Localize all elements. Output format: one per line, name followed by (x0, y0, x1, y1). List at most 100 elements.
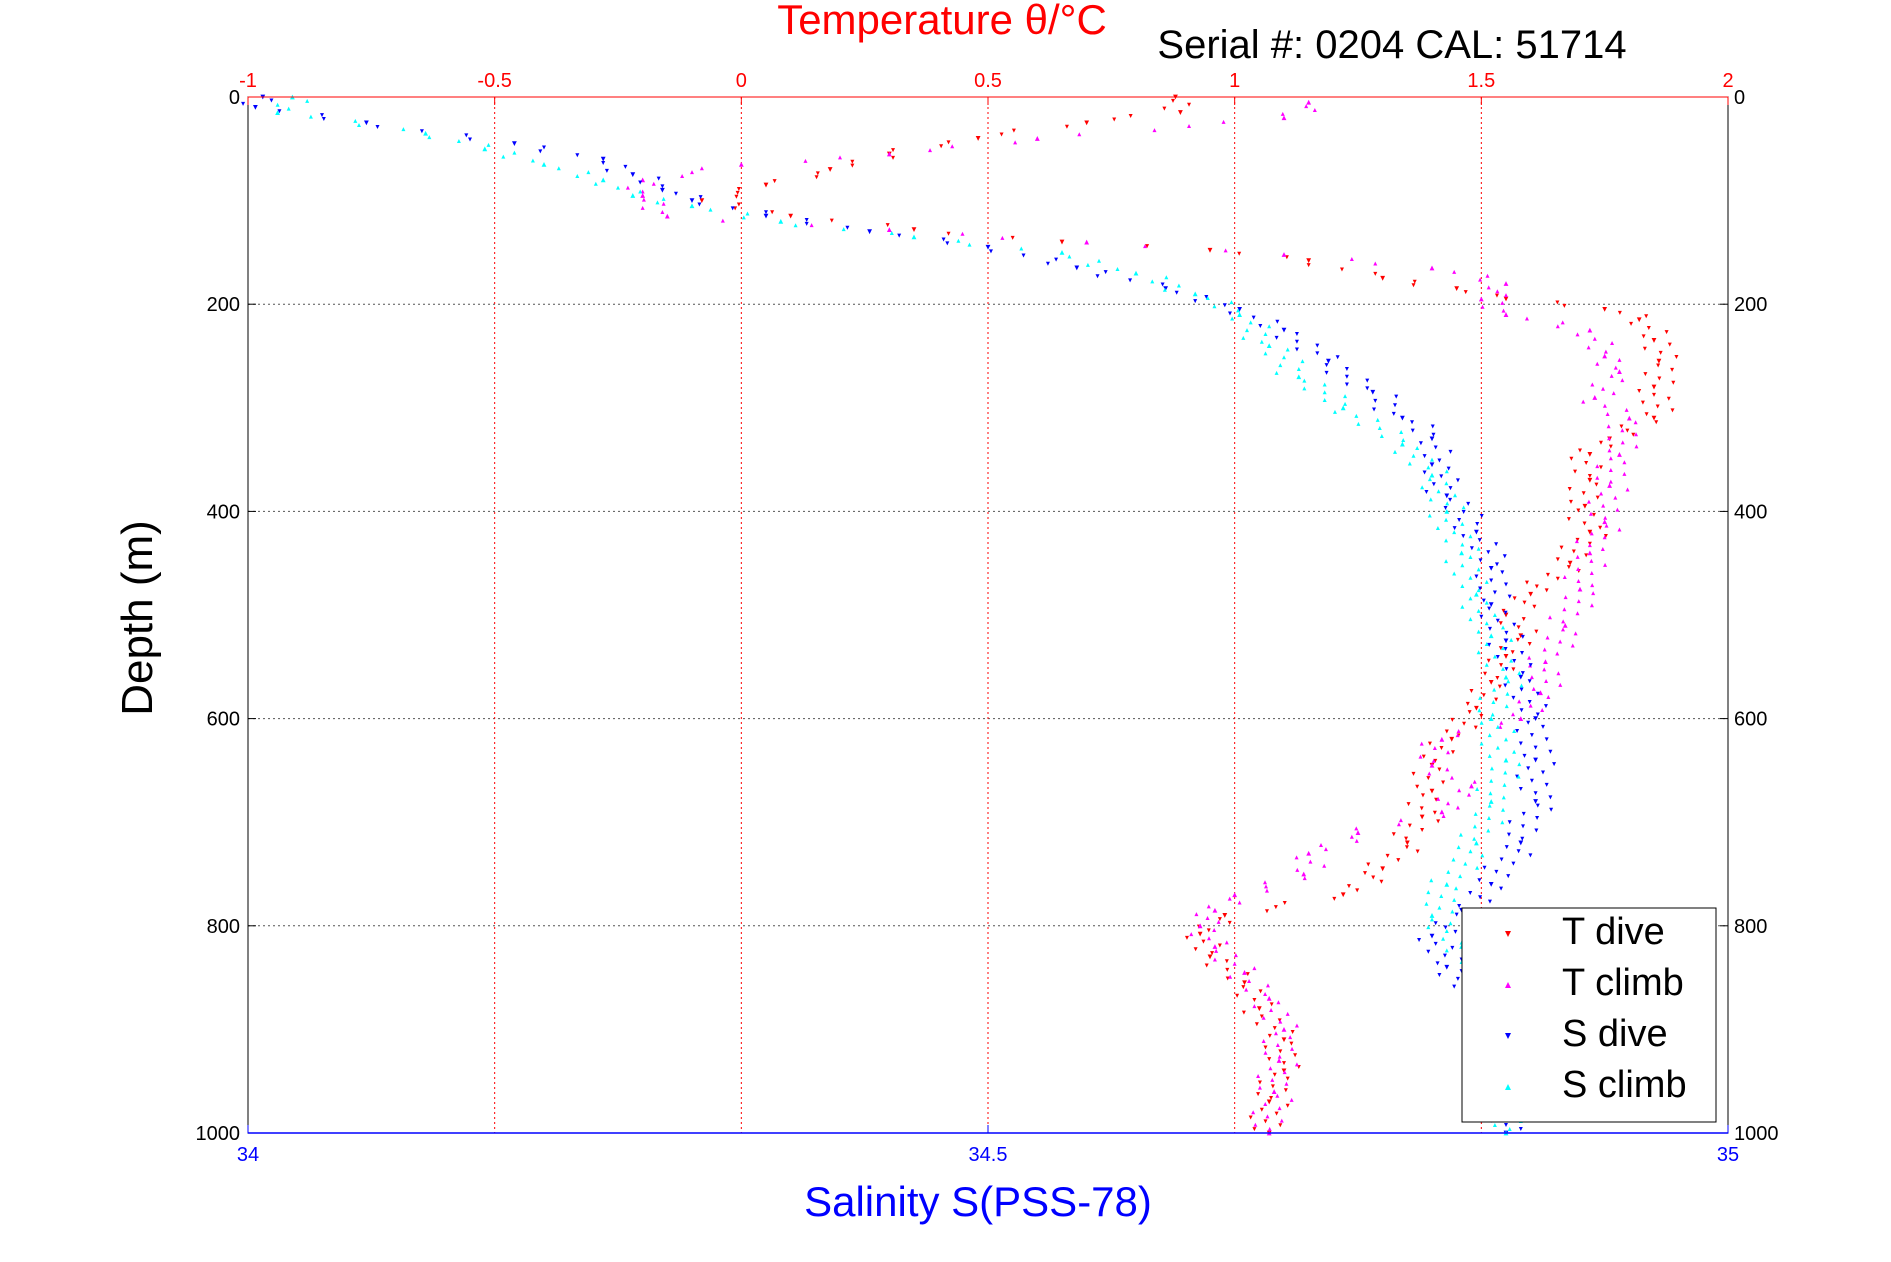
data-point (1555, 557, 1560, 562)
data-point (673, 191, 678, 196)
data-point (1469, 783, 1474, 789)
data-point (1480, 304, 1485, 309)
data-point (1452, 897, 1457, 902)
data-point (1354, 413, 1359, 418)
data-point (1221, 119, 1226, 124)
data-point (1266, 995, 1272, 1001)
data-point (1521, 617, 1526, 622)
data-point (1375, 417, 1380, 422)
data-point (1451, 857, 1456, 862)
data-point (1571, 549, 1576, 554)
data-point (1437, 767, 1442, 772)
data-point (1289, 1041, 1294, 1046)
data-point (1349, 834, 1354, 839)
data-point (1479, 514, 1484, 519)
data-point (1324, 370, 1329, 375)
data-point (1417, 938, 1422, 943)
data-point (1263, 880, 1268, 885)
data-point (1622, 471, 1627, 476)
data-point (1306, 258, 1312, 264)
data-point (1481, 693, 1486, 698)
data-point (960, 231, 965, 236)
data-point (1603, 562, 1608, 567)
data-point (1652, 392, 1656, 397)
data-point (1282, 1070, 1287, 1075)
data-point (1671, 380, 1676, 385)
data-point (1543, 704, 1548, 709)
data-point (1484, 621, 1489, 626)
data-point (1285, 1103, 1290, 1108)
data-point (1452, 269, 1457, 274)
data-point (1259, 1014, 1264, 1019)
data-point (1477, 878, 1482, 883)
data-point (1274, 1111, 1279, 1116)
data-point (699, 166, 704, 171)
data-point (1567, 486, 1572, 491)
data-point (1475, 787, 1480, 792)
data-point (1274, 370, 1279, 375)
data-point (1492, 654, 1497, 659)
data-point (1603, 534, 1608, 539)
data-point (1449, 736, 1455, 742)
data-point (1455, 478, 1460, 483)
data-point (1622, 460, 1627, 465)
data-point (1429, 933, 1435, 939)
data-point (1429, 788, 1435, 794)
data-point (1275, 1093, 1280, 1098)
data-point (1589, 603, 1594, 608)
data-point (1521, 824, 1526, 829)
data-point (1518, 1126, 1523, 1131)
data-point (1270, 1077, 1275, 1082)
data-point (1488, 565, 1494, 571)
data-point (1420, 485, 1425, 490)
data-point (690, 170, 694, 175)
data-point (1607, 436, 1612, 441)
data-point (1494, 542, 1499, 547)
data-point (1441, 813, 1446, 818)
data-point (1504, 582, 1508, 587)
data-point (1281, 1037, 1287, 1043)
salinity-tick-label: 34 (237, 1144, 259, 1166)
data-point (1241, 985, 1246, 990)
data-point (1427, 741, 1432, 746)
data-point (1267, 1033, 1272, 1038)
legend-label: S climb (1562, 1064, 1687, 1106)
data-point (1534, 584, 1539, 589)
data-point (1301, 871, 1307, 877)
data-point (975, 136, 981, 141)
data-point (1494, 697, 1499, 702)
data-point (1263, 1050, 1268, 1055)
data-point (423, 130, 428, 136)
data-point (845, 225, 850, 230)
data-point (1591, 591, 1596, 596)
data-point (1315, 351, 1320, 356)
data-point (1486, 550, 1491, 555)
data-point (1531, 686, 1536, 691)
data-point (697, 202, 702, 207)
data-point (1242, 970, 1247, 975)
data-point (1443, 925, 1448, 930)
data-point (651, 181, 656, 186)
data-point (1517, 671, 1522, 676)
data-point (1265, 983, 1270, 988)
data-point (1511, 667, 1516, 672)
data-point (1411, 283, 1416, 288)
data-point (1077, 132, 1082, 137)
data-point (1444, 469, 1449, 474)
data-point (1097, 258, 1101, 263)
data-point (600, 177, 606, 183)
data-point (1011, 128, 1016, 133)
data-point (1415, 445, 1420, 450)
data-point (1074, 265, 1080, 271)
data-point (736, 202, 741, 207)
data-point (1426, 925, 1431, 930)
series-t-climb (625, 99, 1639, 1136)
data-point (1433, 445, 1438, 450)
data-point (1366, 862, 1371, 867)
data-point (1432, 745, 1437, 750)
data-point (1620, 428, 1625, 433)
data-point (1241, 335, 1246, 340)
grid (248, 97, 1728, 1133)
data-point (1502, 782, 1507, 787)
data-point (1322, 863, 1327, 868)
